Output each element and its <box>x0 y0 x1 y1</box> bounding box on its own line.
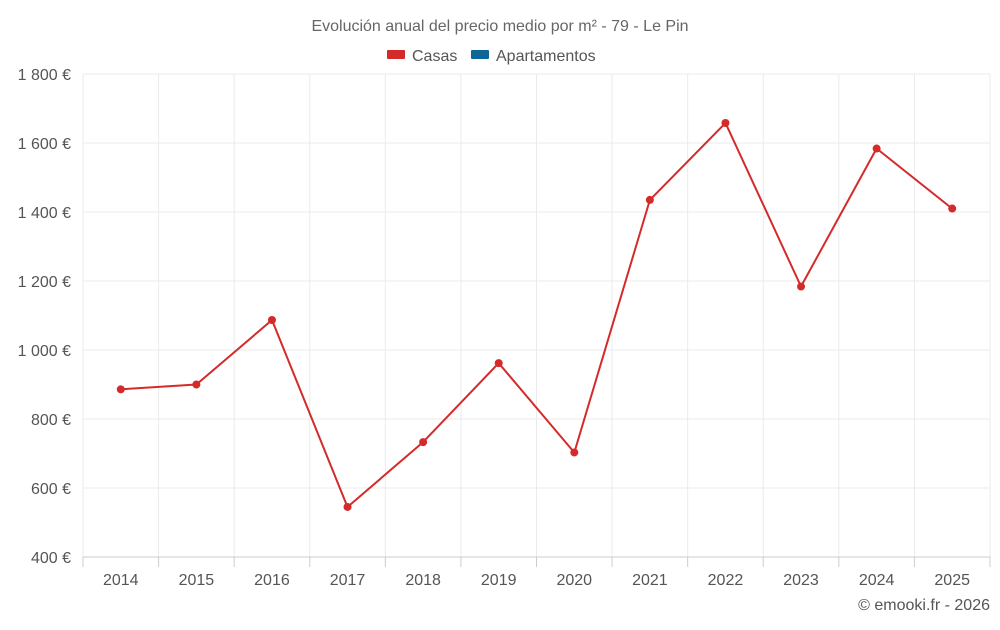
y-tick-label: 1 400 € <box>18 205 71 222</box>
axes: 400 € 600 € 800 € 1 000 € 1 200 € 1 400 € 1 60… <box>18 67 991 589</box>
series <box>116 118 957 511</box>
series-line-casas <box>120 122 953 508</box>
data-point-casas[interactable] <box>645 195 654 204</box>
x-tick-label: 2019 <box>481 572 517 589</box>
data-point-casas[interactable] <box>267 315 276 324</box>
x-tick-label: 2022 <box>708 572 744 589</box>
x-tick-label: 2024 <box>859 572 895 589</box>
data-point-casas[interactable] <box>116 385 125 394</box>
y-tick-label: 1 800 € <box>18 67 71 84</box>
legend-item-casas[interactable]: Casas <box>387 48 457 65</box>
data-point-casas[interactable] <box>192 380 201 389</box>
x-tick-label: 2021 <box>632 572 668 589</box>
x-tick-label: 2023 <box>783 572 819 589</box>
x-tick-label: 2015 <box>179 572 215 589</box>
legend-swatch-apartamentos <box>471 50 489 59</box>
x-tick-label: 2018 <box>405 572 441 589</box>
legend: Casas Apartamentos <box>387 48 596 65</box>
data-point-casas[interactable] <box>872 144 881 153</box>
data-point-casas[interactable] <box>494 359 503 368</box>
data-point-casas[interactable] <box>343 502 352 511</box>
data-point-casas[interactable] <box>419 438 428 447</box>
y-tick-label: 600 € <box>31 481 71 498</box>
grid <box>82 73 991 558</box>
y-tick-label: 1 200 € <box>18 274 71 291</box>
x-tick-label: 2014 <box>103 572 139 589</box>
legend-item-apartamentos[interactable]: Apartamentos <box>471 48 596 65</box>
y-tick-label: 800 € <box>31 412 71 429</box>
x-tick-label: 2016 <box>254 572 290 589</box>
y-tick-label: 1 600 € <box>18 136 71 153</box>
credit-text: © emooki.fr - 2026 <box>858 597 990 614</box>
data-point-casas[interactable] <box>948 204 957 213</box>
x-tick-label: 2020 <box>556 572 592 589</box>
data-point-casas[interactable] <box>721 118 730 127</box>
legend-swatch-casas <box>387 50 405 59</box>
y-tick-label: 1 000 € <box>18 343 71 360</box>
x-tick-label: 2017 <box>330 572 366 589</box>
chart-title: Evolución anual del precio medio por m² … <box>311 18 688 35</box>
data-point-casas[interactable] <box>797 282 806 291</box>
legend-label-casas: Casas <box>412 48 457 65</box>
y-tick-label: 400 € <box>31 550 71 567</box>
data-point-casas[interactable] <box>570 448 579 457</box>
legend-label-apartamentos: Apartamentos <box>496 48 596 65</box>
x-tick-label: 2025 <box>934 572 970 589</box>
